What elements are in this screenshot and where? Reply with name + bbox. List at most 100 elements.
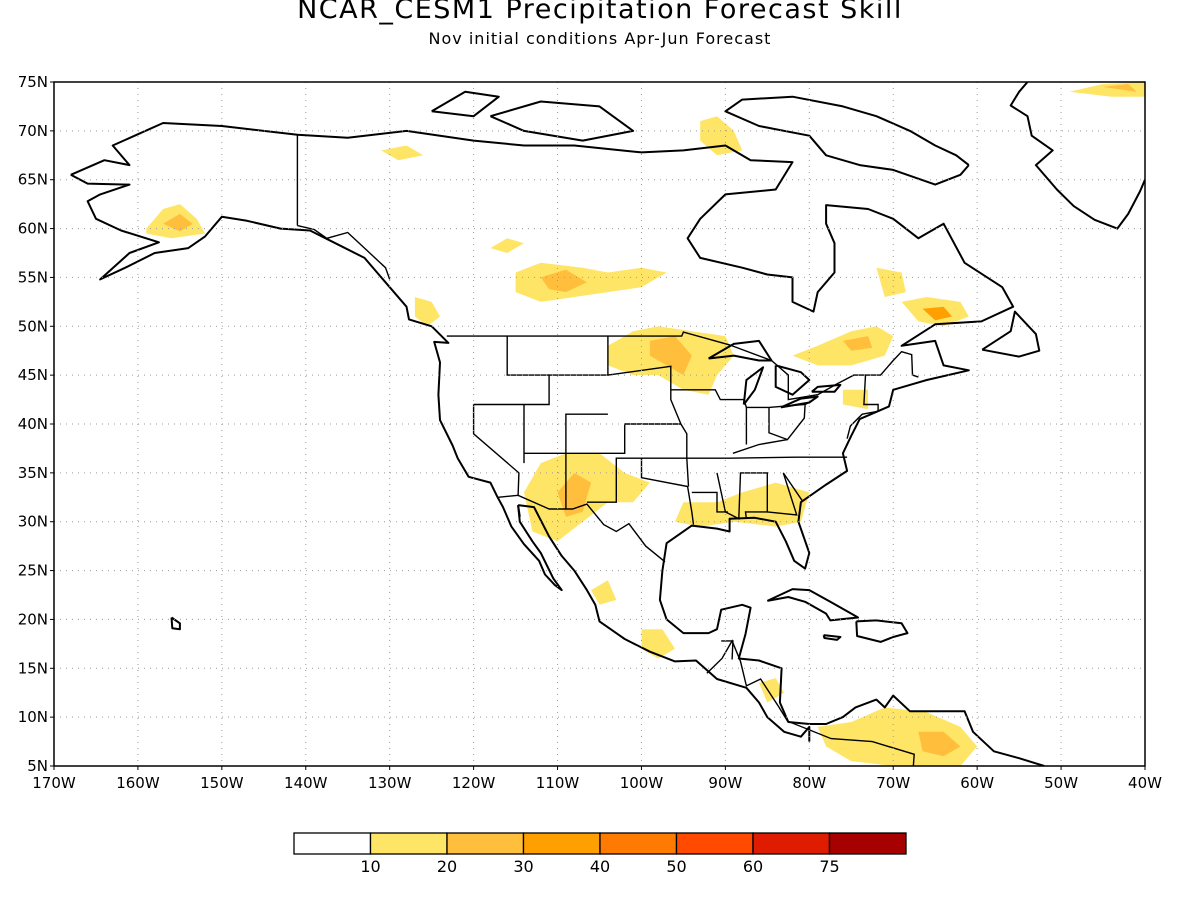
skill-region-quebec-core <box>842 336 873 351</box>
lon-tick-label: 120W <box>452 774 496 792</box>
coastline-greenland <box>1009 82 1145 230</box>
colorbar-label: 30 <box>513 857 533 876</box>
chart-subtitle: Nov initial conditions Apr-Jun Forecast <box>428 29 772 48</box>
lat-tick-label: 75N <box>18 73 48 91</box>
coastline-great-lakes-ont <box>811 383 842 393</box>
border-central-am-borders <box>706 639 915 766</box>
lat-tick-label: 20N <box>18 610 48 628</box>
lon-tick-label: 40W <box>1128 774 1162 792</box>
border-state-lines-4corners <box>524 423 681 454</box>
coastline-banks-isl <box>431 90 500 118</box>
skill-region-central-canada-b <box>515 262 667 302</box>
skill-region-central-canada-b-core <box>540 269 587 293</box>
border-state-lines-ne <box>846 375 879 439</box>
colorbar-label: 40 <box>590 857 610 876</box>
colorbar-swatch <box>752 832 831 855</box>
coastline-north-america <box>70 122 1045 766</box>
skill-region-central-america <box>759 678 785 703</box>
plot-frame <box>53 81 1146 767</box>
colorbar-label: 60 <box>743 857 763 876</box>
skill-region-upper-midwest-core <box>649 336 692 376</box>
border-state-lines-west <box>473 336 609 406</box>
lat-tick-label: 10N <box>18 708 48 726</box>
lat-tick-label: 5N <box>27 757 48 775</box>
skill-region-south-america-core <box>918 731 961 757</box>
lat-tick-label: 45N <box>18 366 48 384</box>
lon-tick-label: 150W <box>200 774 244 792</box>
coastline-jamaica <box>822 634 842 641</box>
lat-tick-label: 35N <box>18 464 48 482</box>
skill-region-central-canada-a <box>490 238 524 253</box>
border-state-lines-ca <box>472 404 520 496</box>
lat-tick-label: 55N <box>18 268 48 286</box>
border-state-lines-az-nm <box>565 413 608 509</box>
skill-region-mexico-west <box>591 580 617 605</box>
colorbar-label: 50 <box>666 857 686 876</box>
lon-tick-label: 90W <box>708 774 742 792</box>
lat-tick-label: 50N <box>18 317 48 335</box>
skill-region-gulf-coast <box>675 482 810 527</box>
skill-region-northeast-us <box>842 389 869 410</box>
coastline-cuba <box>766 588 859 622</box>
coastline-pacific-coast <box>517 504 811 742</box>
coastline-baffin <box>724 95 970 186</box>
skill-region-south-america <box>817 707 978 766</box>
border-state-lines-plains <box>607 365 848 459</box>
colorbar-label: 10 <box>360 857 380 876</box>
lat-tick-label: 40N <box>18 415 48 433</box>
border-state-lines-mt-id <box>506 336 550 376</box>
lon-tick-label: 130W <box>368 774 412 792</box>
border-state-lines-ky <box>732 438 788 454</box>
coastline-great-lakes-mich <box>742 366 765 406</box>
colorbar: 10 20 30 40 50 60 75 <box>293 832 907 876</box>
border-state-lines-oh <box>768 404 806 441</box>
skill-shading <box>146 82 1145 766</box>
gridlines <box>54 82 1145 766</box>
border-state-lines-mw <box>670 389 812 409</box>
border-state-lines-ms <box>716 472 768 520</box>
skill-region-nunavut-b <box>700 116 743 156</box>
coastline-great-lakes-huron <box>774 364 811 396</box>
skill-region-nunavut-a <box>381 145 424 161</box>
lat-tick-label: 70N <box>18 122 48 140</box>
coastlines <box>70 82 1145 766</box>
lon-tick-label: 50W <box>1044 774 1078 792</box>
lon-tick-label: 60W <box>960 774 994 792</box>
chart-title: NCAR_CESM1 Precipitation Forecast Skill <box>297 0 903 25</box>
lat-tick-label: 15N <box>18 659 48 677</box>
lon-tick-label: 140W <box>284 774 328 792</box>
border-state-lines-ok <box>641 457 690 487</box>
coastline-hispaniola <box>855 619 909 643</box>
lon-tick-label: 160W <box>116 774 160 792</box>
colorbar-label: 20 <box>437 857 457 876</box>
colorbar-swatch <box>293 832 372 855</box>
colorbar-swatch <box>675 832 754 855</box>
border-alaska-panhandle <box>297 224 391 280</box>
colorbar-swatch <box>522 832 601 855</box>
coastline-gulf-cal <box>517 504 521 517</box>
lon-tick-label: 70W <box>876 774 910 792</box>
coastline-newfoundland <box>981 310 1041 358</box>
coastline-great-lakes-erie <box>780 395 819 409</box>
lon-tick-label: 80W <box>792 774 826 792</box>
border-state-lines-la <box>691 491 728 513</box>
skill-region-greenland-tip-core <box>1103 84 1137 92</box>
skill-region-bc-coast <box>414 297 440 327</box>
lon-tick-label: 170W <box>32 774 76 792</box>
axis-ticks: 5N 10N 15N 20N 25N 30N 35N 40N 45N 50N 55N 60N 65N 70… <box>18 73 1162 792</box>
coastline-hawaii <box>170 616 181 631</box>
coastline-baja <box>70 173 563 592</box>
skill-region-quebec <box>792 326 894 366</box>
border-us-canada <box>446 331 919 401</box>
colorbar-swatch <box>599 832 678 855</box>
colorbar-swatch <box>369 832 448 855</box>
skill-region-southwest <box>524 453 650 542</box>
lon-tick-label: 100W <box>620 774 664 792</box>
lon-tick-label: 110W <box>536 774 580 792</box>
border-us-mexico <box>497 494 666 563</box>
skill-region-labrador-core <box>922 306 952 321</box>
lat-tick-label: 65N <box>18 171 48 189</box>
colorbar-swatch <box>828 832 907 855</box>
borders <box>296 134 919 766</box>
